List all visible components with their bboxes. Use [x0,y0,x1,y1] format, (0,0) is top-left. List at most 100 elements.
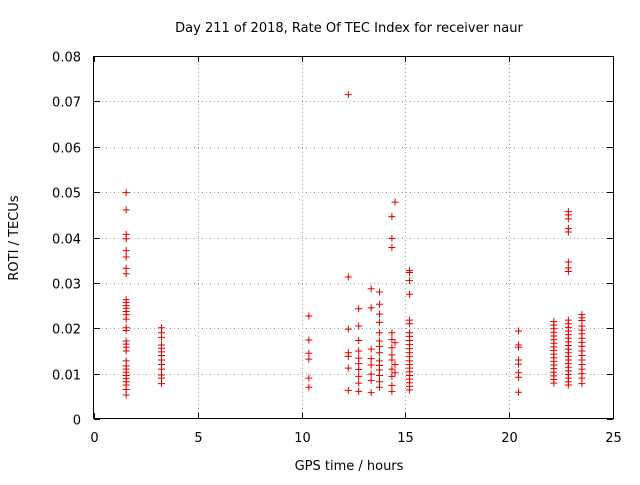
data-point [344,91,352,99]
data-point [122,327,130,335]
data-points [122,91,586,399]
x-tick-label: 0 [90,431,98,446]
y-tick-label: 0.08 [52,51,81,66]
data-point [367,370,375,378]
y-tick-label: 0.06 [52,142,81,157]
data-point [122,253,130,261]
data-point [515,343,523,351]
data-point [388,344,396,352]
data-point [388,213,396,221]
data-point [122,347,130,355]
data-point [344,352,352,360]
data-point [122,189,130,197]
data-point [305,312,313,320]
axis-ticks: 0 5 10 15 20 25 0 0.01 0.02 0.03 0.04 0.05 0.06 0.07 0… [52,51,622,447]
x-tick-label: 20 [501,431,518,446]
data-point [406,386,414,394]
data-point [388,243,396,251]
y-tick-label: 0.04 [52,233,81,248]
y-tick-label: 0.02 [52,323,81,338]
data-point [367,389,375,397]
data-point [375,349,383,357]
data-point [375,371,383,379]
data-point [367,376,375,384]
data-point [564,228,572,236]
x-tick-label: 10 [294,431,311,446]
data-point [515,327,523,335]
data-point [355,322,363,330]
data-point [388,336,396,344]
data-point [406,277,414,285]
data-point [355,337,363,345]
data-point [355,366,363,374]
y-tick-label: 0.07 [52,96,81,111]
data-point [367,304,375,312]
data-point [564,215,572,223]
data-point [550,379,558,387]
data-point [388,381,396,389]
data-point [122,235,130,243]
data-point [388,387,396,395]
data-point [375,300,383,308]
x-tick-label: 5 [194,431,202,446]
data-point [355,387,363,395]
data-point [388,356,396,364]
y-tick-label: 0.01 [52,369,81,384]
data-point [375,342,383,350]
data-point [355,360,363,368]
y-tick-label: 0.03 [52,278,81,293]
data-point [367,361,375,369]
data-point [375,318,383,326]
data-point [367,345,375,353]
data-point [406,320,414,328]
data-point [375,329,383,337]
data-point [122,206,130,214]
data-point [344,364,352,372]
data-point [305,383,313,391]
data-point [355,379,363,387]
data-point [157,380,165,388]
data-point [515,360,523,368]
data-point [564,268,572,276]
data-point [578,380,586,388]
chart-title: Day 211 of 2018, Rate Of TEC Index for r… [175,21,523,36]
data-point [391,339,399,347]
data-point [305,374,313,382]
data-point [388,329,396,337]
data-point [344,386,352,394]
y-tick-label: 0 [73,414,81,429]
data-point [355,347,363,355]
data-point [122,247,130,255]
data-point [406,268,414,276]
data-point [305,336,313,344]
data-point [122,391,130,399]
data-point [375,383,383,391]
data-point [344,273,352,281]
data-point [157,365,165,373]
data-point [388,234,396,242]
data-point [406,290,414,298]
plot-frame [93,56,614,419]
data-point [122,270,130,278]
data-point [564,381,572,389]
data-point [305,355,313,363]
data-point [367,355,375,363]
x-tick-label: 25 [605,431,622,446]
data-point [157,333,165,341]
data-point [375,288,383,296]
data-point [388,372,396,380]
x-tick-label: 15 [397,431,414,446]
data-point [391,361,399,369]
grid-lines [94,56,613,419]
data-point [375,310,383,318]
data-point [122,315,130,323]
x-axis-title: GPS time / hours [295,459,404,474]
data-point [355,372,363,380]
data-point [344,325,352,333]
data-point [515,373,523,381]
data-point [391,369,399,377]
data-point [515,388,523,396]
y-axis-title: ROTI / TECUs [7,195,22,280]
